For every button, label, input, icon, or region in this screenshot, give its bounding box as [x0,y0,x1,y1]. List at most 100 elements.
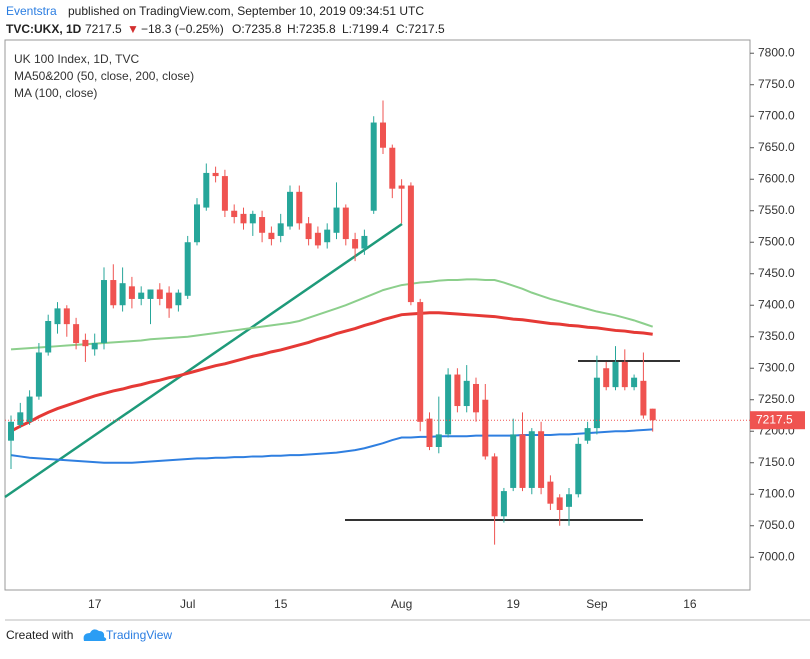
candle-body [482,399,489,457]
y-tick-label: 7800.0 [758,45,795,59]
candle-body [454,374,461,407]
candle-body [538,431,545,488]
candle-body [296,191,303,224]
high: H:7235.8 [287,22,336,36]
plot-frame [4,39,751,591]
candle-body [203,172,210,208]
y-tick-label: 7550.0 [758,203,795,217]
candle-body [259,217,266,233]
x-tick-label: Sep [586,597,608,611]
candle-body [473,383,479,413]
candle-body [361,235,368,249]
y-tick-label: 7100.0 [758,486,795,500]
x-tick-label: 17 [88,597,102,611]
candle-body [380,122,386,148]
y-tick-label: 7050.0 [758,518,795,532]
candle-body [166,292,173,309]
y-tick-label: 7150.0 [758,455,795,469]
candle-body [110,280,117,306]
candle-body [631,377,638,388]
last: 7217.5 [85,22,122,36]
candle-body [175,292,182,306]
candle-body [17,412,24,425]
candle-body [91,343,98,350]
last-price-box [750,411,805,430]
candle-body [621,361,628,388]
open: O:7235.8 [232,22,282,36]
y-tick-label: 7600.0 [758,171,795,185]
y-tick-label: 7350.0 [758,329,795,343]
footer-created: Created with [6,628,73,642]
ma-line [10,428,653,464]
symbol: TVC:UKX, 1D [6,22,82,36]
candle-body [8,421,14,441]
low: L:7199.4 [342,22,389,36]
candle-body [314,232,321,246]
candle-body [333,207,340,233]
x-tick-label: 19 [507,597,521,611]
y-tick-label: 7750.0 [758,77,795,91]
candle-body [584,428,591,441]
candle-body [528,431,535,488]
legend-entry: MA (100, close) [14,86,97,100]
ma-line [10,311,653,433]
x-tick-label: Aug [391,597,412,611]
candle-body [305,223,312,240]
x-tick-label: 15 [274,597,288,611]
candle-body [603,368,610,388]
candle-body [491,456,498,517]
candle-body [370,122,377,211]
candle-body [26,396,33,422]
candle-body [426,418,433,447]
candle-body [73,324,80,344]
y-tick-label: 7000.0 [758,549,795,563]
candle-body [342,207,349,240]
arrow: ▼ [127,22,139,36]
last-price-label: 7217.5 [756,412,793,426]
candle-body [138,292,145,299]
candle-body [63,308,70,325]
candle-body [519,434,526,488]
candle-body [566,494,572,507]
candle-body [612,361,619,388]
y-tick-label: 7300.0 [758,360,795,374]
candle-body [277,223,284,236]
y-tick-label: 7450.0 [758,266,795,280]
legend-title: UK 100 Index, 1D, TVC [14,52,140,66]
y-tick-label: 7250.0 [758,392,795,406]
candle-body [500,491,507,517]
candle-body [119,283,126,306]
published: published on TradingView.com, September … [68,4,424,18]
candle-body [463,380,470,407]
y-tick-label: 7400.0 [758,297,795,311]
ma-line [10,278,654,351]
logo [83,629,107,641]
footer-brand[interactable]: TradingView [106,628,172,642]
candle-body [640,380,647,416]
candle-body [101,280,107,344]
candle-body [352,239,359,249]
candle-body [649,408,656,421]
candle-body [593,377,600,429]
candle-body [231,210,238,218]
legend-entry: MA50&200 (50, close, 200, close) [14,69,194,83]
x-tick-label: Jul [180,597,195,611]
candle-body [240,213,247,224]
candle-body [54,308,61,325]
candle-body [156,289,163,299]
author[interactable]: Eventstra [6,4,57,18]
y-tick-label: 7700.0 [758,108,795,122]
candle-body [184,242,191,296]
candle-body [547,481,554,504]
candle-body [324,229,331,243]
candle-body [268,232,275,240]
candle-body [221,176,228,211]
trend-line [4,222,403,499]
candle-body [435,434,442,447]
candle-body [407,185,414,303]
candle-body [398,185,405,189]
candle-body [147,289,154,299]
candle-body [212,172,219,177]
y-tick-label: 7650.0 [758,140,795,154]
